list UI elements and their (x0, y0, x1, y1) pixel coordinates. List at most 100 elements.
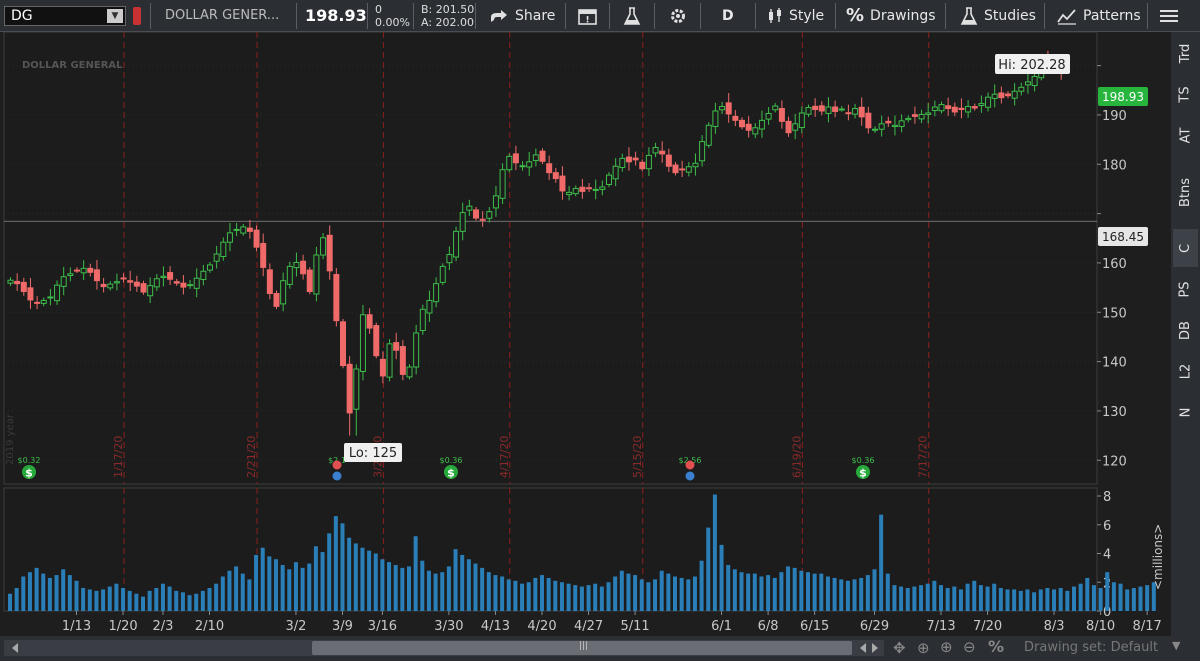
price-chart[interactable]: 12013014015016018019002468 1/17/202/21/2… (0, 32, 1171, 636)
candle-body (918, 113, 925, 120)
candle-body (379, 358, 386, 377)
date-tick-label: 6/15 (800, 619, 829, 634)
event-amount-label: $0.36 (440, 456, 463, 465)
tab-db[interactable]: DB (1173, 311, 1198, 349)
pan-icon[interactable]: ✥ (893, 639, 906, 657)
candle-body (40, 299, 47, 304)
candle-body (406, 366, 413, 378)
candle-body (506, 155, 513, 171)
flask-button[interactable] (623, 0, 641, 31)
price-tick-label: 190 (1102, 109, 1127, 124)
dividend-icon[interactable] (444, 465, 458, 479)
volume-bar (260, 547, 265, 611)
dividend-icon[interactable] (856, 465, 870, 479)
candle-body (699, 141, 706, 162)
volume-bar (227, 570, 232, 611)
volume-bar (214, 583, 219, 611)
volume-bar (586, 585, 591, 611)
tab-l2[interactable]: L2 (1173, 352, 1198, 390)
tab-at[interactable]: AT (1173, 116, 1198, 154)
tab-ts[interactable]: TS (1173, 75, 1198, 113)
scroll-left-icon[interactable] (12, 643, 18, 653)
zoom-out-icon[interactable]: ⊖ (963, 638, 976, 656)
percent-scale-icon[interactable]: % (988, 637, 1005, 656)
volume-bar (500, 576, 505, 611)
candle-body (14, 280, 21, 285)
tab-at-label: AT (1177, 127, 1193, 143)
date-tick-label: 2/3 (152, 619, 173, 634)
volume-bar (393, 565, 398, 611)
volume-bar (400, 567, 405, 611)
drawings-button[interactable]: % Drawings (846, 0, 936, 31)
dividend-icon[interactable] (22, 465, 36, 479)
lo-label: Lo: 125 (349, 446, 397, 461)
patterns-button[interactable]: Patterns (1057, 0, 1141, 31)
alert-flag-icon[interactable] (133, 7, 141, 25)
candle-body (712, 110, 719, 128)
volume-bar (1151, 582, 1156, 611)
scroll-next-icon[interactable] (872, 643, 878, 653)
percent-icon: % (846, 5, 865, 26)
candle-body (679, 168, 686, 171)
flask-icon (623, 6, 641, 25)
period-selector[interactable]: D (722, 7, 734, 24)
net-change-pct: 0.00% (375, 16, 410, 29)
candle-body (293, 261, 300, 269)
symbol-input[interactable]: DG ▼ (4, 6, 126, 26)
tab-c[interactable]: C (1173, 229, 1198, 267)
scrollbar-thumb[interactable]: ||| (312, 641, 852, 655)
drawing-set-dropdown-icon[interactable]: ▼ (1172, 639, 1181, 652)
candle-body (320, 237, 327, 256)
date-tick-label: 6/29 (860, 619, 889, 634)
tab-ps[interactable]: PS (1173, 270, 1198, 308)
event-line-label: 4/17/20 (498, 436, 511, 478)
volume-bar (473, 563, 478, 611)
dividend-icon-glyph: $ (859, 467, 867, 480)
settings-button[interactable] (669, 0, 687, 31)
candle-body (220, 241, 227, 258)
candle-body (845, 112, 852, 115)
candle-body (512, 153, 519, 164)
separator (945, 3, 946, 29)
earnings-info-icon[interactable] (685, 471, 695, 481)
drawing-set-label[interactable]: Drawing set: Default (1024, 640, 1159, 655)
candle-body (433, 283, 440, 303)
volume-bar (373, 553, 378, 611)
volume-bar (101, 589, 106, 611)
calendar-button[interactable]: ! (578, 0, 598, 31)
volume-bar (553, 580, 558, 611)
year-label: 2019 year (5, 413, 16, 465)
candle-body (659, 150, 666, 155)
date-tick-label: 4/13 (481, 619, 510, 634)
zoom-in-icon[interactable]: ⊕ (940, 638, 953, 656)
studies-button[interactable]: Studies (960, 0, 1036, 31)
volume-bar (1025, 589, 1030, 611)
volume-bar (839, 579, 844, 611)
patterns-icon (1057, 8, 1076, 25)
earnings-icon[interactable] (685, 460, 695, 470)
style-button[interactable]: Style (767, 0, 824, 31)
tab-btns[interactable]: Btns (1173, 157, 1198, 227)
candle-body (592, 188, 599, 191)
candle-body (812, 105, 819, 111)
volume-bar (1118, 583, 1123, 611)
earnings-info-icon[interactable] (332, 471, 342, 481)
share-button[interactable]: Share (489, 0, 555, 31)
event-amount-label: $0.32 (18, 456, 41, 465)
candle-body (74, 269, 80, 272)
menu-button[interactable] (1159, 0, 1179, 31)
earnings-icon[interactable] (332, 460, 342, 470)
horizontal-scrollbar[interactable]: ||| (4, 640, 884, 656)
tab-n[interactable]: N (1173, 393, 1198, 431)
volume-bar (819, 573, 824, 611)
crosshair-icon[interactable]: ⊕ (917, 639, 930, 657)
volume-bar (433, 573, 438, 611)
scroll-prev-icon[interactable] (860, 643, 866, 653)
symbol-dropdown-icon[interactable]: ▼ (107, 9, 123, 23)
volume-bar (353, 543, 358, 611)
candle-body (107, 283, 114, 289)
candle-body (27, 287, 34, 301)
tab-trd[interactable]: Trd (1173, 34, 1198, 72)
chart-watermark: DOLLAR GENERAL (22, 60, 123, 71)
candle-body (187, 284, 194, 287)
